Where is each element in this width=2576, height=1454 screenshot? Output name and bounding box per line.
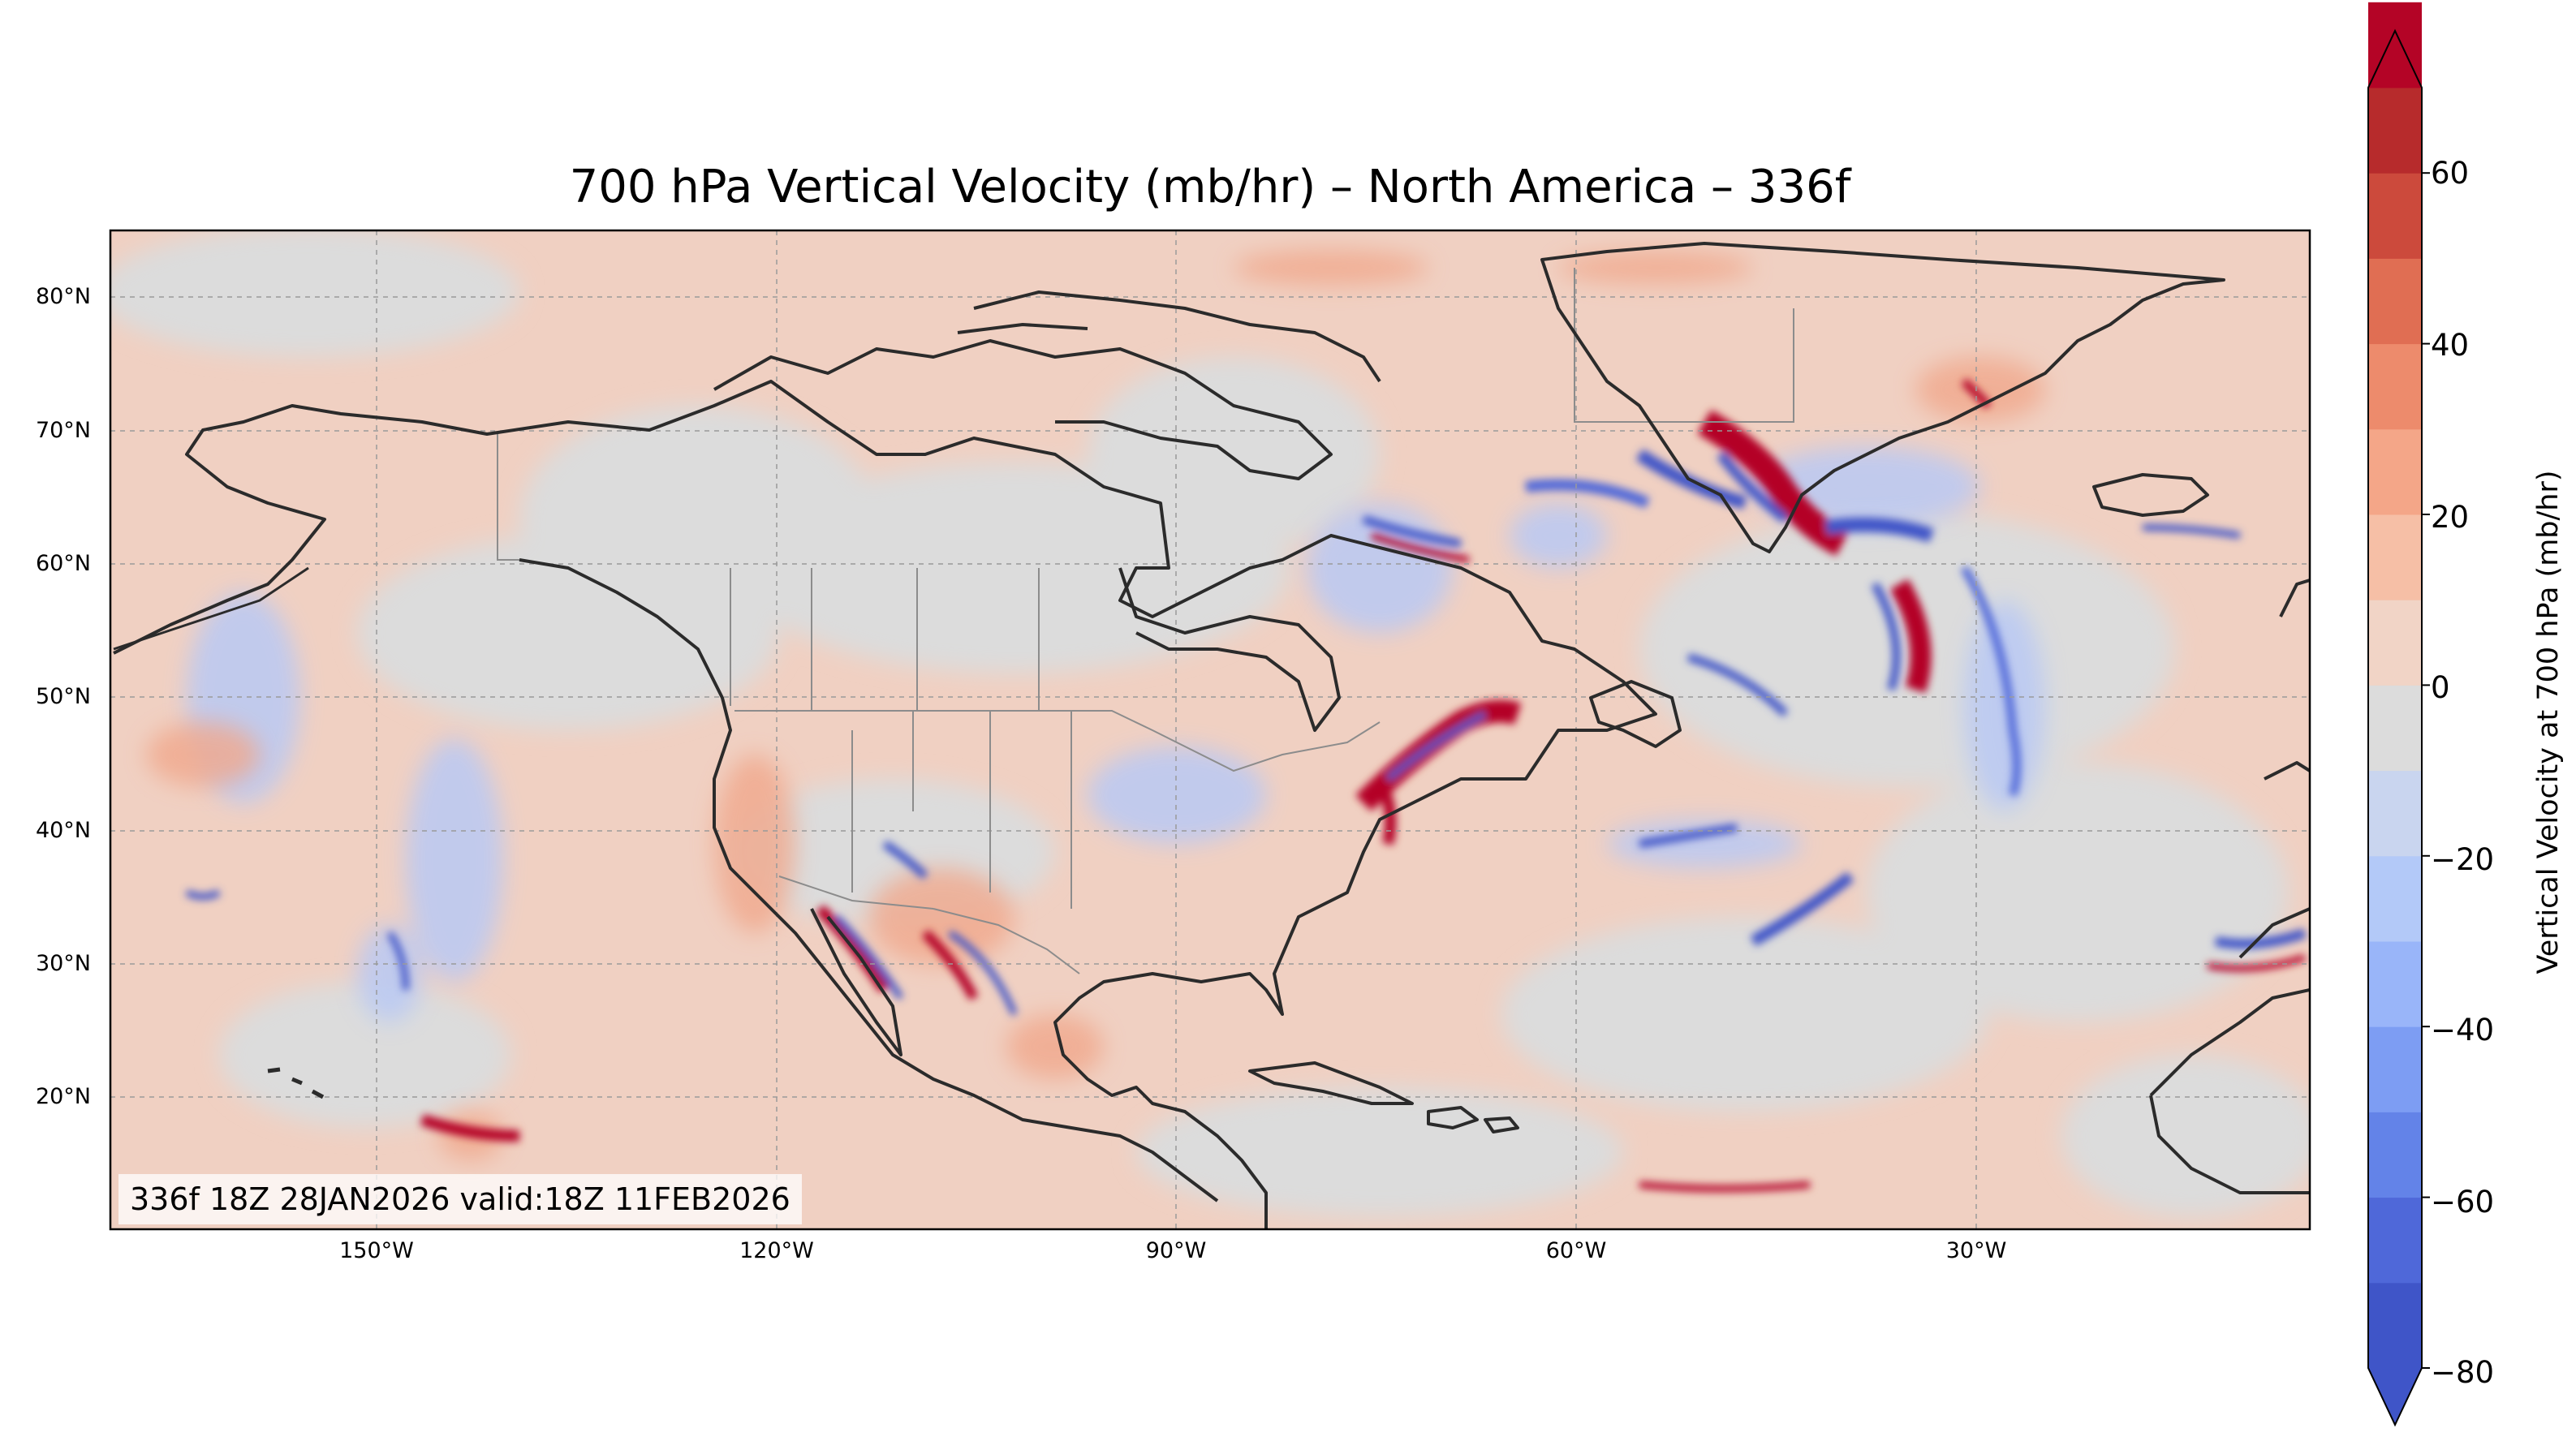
colorbar-segment: [2368, 855, 2422, 942]
colorbar-extend-max: [2368, 31, 2422, 88]
colorbar-segment: [2368, 428, 2422, 515]
lon-tick-label: 150°W: [339, 1238, 414, 1263]
colorbar-segment: [2368, 88, 2422, 174]
colorbar-segment: [2368, 343, 2422, 430]
lat-tick-label: 60°N: [35, 551, 91, 576]
lat-tick-label: 40°N: [35, 818, 91, 843]
colorbar-segment: [2368, 600, 2422, 686]
lon-tick-label: 90°W: [1145, 1238, 1207, 1263]
colorbar-segment: [2368, 941, 2422, 1027]
colorbar-segment: [2368, 1282, 2422, 1369]
colorbar-label: Vertical Velocity at 700 hPa (mb/hr): [2532, 470, 2565, 974]
colorbar-tick-label: −20: [2431, 842, 2495, 877]
colorbar-segment: [2368, 258, 2422, 345]
colorbar-tick-label: 60: [2431, 156, 2470, 191]
colorbar-segment: [2368, 770, 2422, 857]
coastlines: [113, 242, 2310, 1229]
map-panel: [110, 230, 2310, 1229]
colorbar-tick-label: 40: [2431, 328, 2470, 363]
strong-features: [185, 378, 2307, 1192]
lat-tick-label: 20°N: [35, 1084, 91, 1109]
colorbar-tick-label: −40: [2431, 1013, 2495, 1047]
chart-title: 700 hPa Vertical Velocity (mb/hr) – Nort…: [569, 161, 1851, 213]
colorbar-tick-label: −80: [2431, 1355, 2495, 1390]
colorbar-segment: [2368, 1197, 2422, 1284]
lat-tick-label: 70°N: [35, 418, 91, 443]
lon-tick-label: 30°W: [1945, 1238, 2007, 1263]
colorbar-tick-label: 20: [2431, 500, 2470, 535]
colorbar-outline: [2367, 28, 2423, 1427]
colorbar-segment: [2368, 1112, 2422, 1198]
colorbar-segment: [2368, 173, 2422, 259]
lat-tick-label: 30°N: [35, 951, 91, 976]
colorbar-segment: [2368, 514, 2422, 600]
borders: [497, 268, 1794, 974]
colorbar-segment: [2368, 685, 2422, 772]
colorbar: [2367, 2, 2430, 1427]
gridlines: [110, 230, 2310, 1229]
weak-positive-field: [146, 250, 2045, 1160]
map-frame: [109, 229, 2311, 1231]
colorbar-tick-label: −60: [2431, 1185, 2495, 1220]
lon-tick-label: 60°W: [1545, 1238, 1607, 1263]
lat-tick-label: 50°N: [35, 684, 91, 709]
colorbar-segment: [2368, 1026, 2422, 1112]
lat-tick-label: 80°N: [35, 284, 91, 309]
run-info-box: 336f 18Z 28JAN2026 valid:18Z 11FEB2026: [118, 1174, 802, 1224]
colorbar-tick-label: 0: [2431, 670, 2450, 705]
lon-tick-label: 120°W: [739, 1238, 814, 1263]
colorbar-extend-min: [2368, 1368, 2422, 1425]
